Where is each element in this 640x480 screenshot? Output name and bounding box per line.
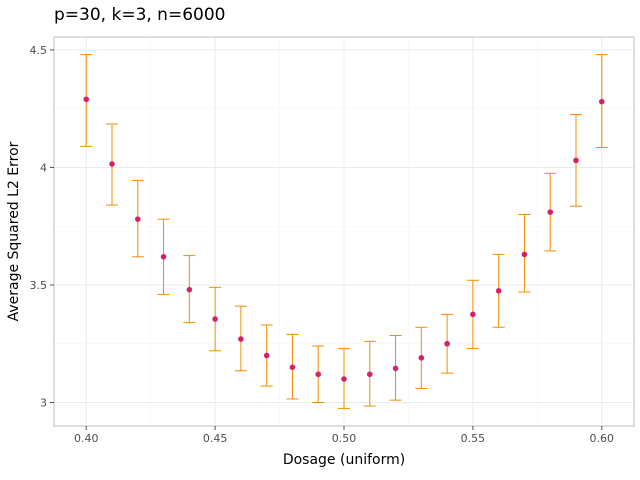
x-tick-label: 0.50 [332, 432, 357, 445]
data-point [392, 365, 399, 372]
data-point-group [183, 255, 196, 324]
x-tick-label: 0.40 [74, 432, 99, 445]
data-point-group [157, 218, 170, 295]
chart-title: p=30, k=3, n=6000 [54, 5, 225, 25]
data-point [315, 371, 322, 378]
data-point-group [80, 54, 93, 147]
data-point [547, 209, 554, 215]
data-point-group [106, 123, 118, 206]
x-tick-label: 0.60 [590, 432, 615, 445]
y-tick-label: 4 [40, 161, 47, 174]
data-point [238, 336, 244, 342]
x-axis: 0.40 0.45 0.50 0.55 0.60 [74, 426, 614, 445]
x-tick-label: 0.45 [203, 432, 228, 445]
data-point [366, 371, 373, 378]
data-point-group [209, 286, 222, 352]
data-point-group [338, 347, 350, 409]
y-tick-label: 3 [40, 396, 47, 409]
data-point-group [260, 324, 273, 387]
y-tick-label: 4.5 [30, 44, 48, 57]
data-point [470, 311, 476, 318]
data-point [418, 355, 425, 361]
data-point-group [518, 213, 531, 293]
data-point [160, 253, 167, 260]
x-tick-label: 0.55 [461, 432, 486, 445]
data-point [263, 352, 270, 359]
data-point [83, 96, 90, 103]
x-axis-title: Dosage (uniform) [283, 452, 405, 468]
y-tick-label: 3.5 [30, 279, 48, 292]
data-point-group [131, 179, 144, 258]
data-point [212, 316, 218, 322]
data-point [573, 157, 579, 164]
data-marks [80, 54, 608, 409]
data-point [598, 98, 605, 105]
data-point-group [363, 340, 376, 407]
data-point [109, 161, 115, 167]
data-point-group [415, 326, 428, 389]
data-point [444, 340, 450, 347]
data-point-group [286, 333, 299, 400]
data-point-group [492, 253, 505, 328]
data-point-group [389, 335, 402, 401]
data-point-group [570, 114, 582, 207]
data-point [186, 286, 193, 293]
data-point-group [544, 172, 557, 252]
data-point-group [466, 279, 479, 349]
data-point [289, 364, 296, 371]
data-point [341, 376, 347, 382]
data-point-group [234, 305, 247, 372]
data-point-group [595, 54, 608, 148]
data-point-group [312, 345, 325, 403]
y-axis-title: Average Squared L2 Error [6, 141, 22, 321]
data-point [521, 251, 528, 258]
y-axis: 3 3.5 4 4.5 [30, 44, 54, 409]
data-point-group [441, 313, 454, 374]
data-point [495, 288, 502, 294]
data-point [134, 216, 141, 222]
